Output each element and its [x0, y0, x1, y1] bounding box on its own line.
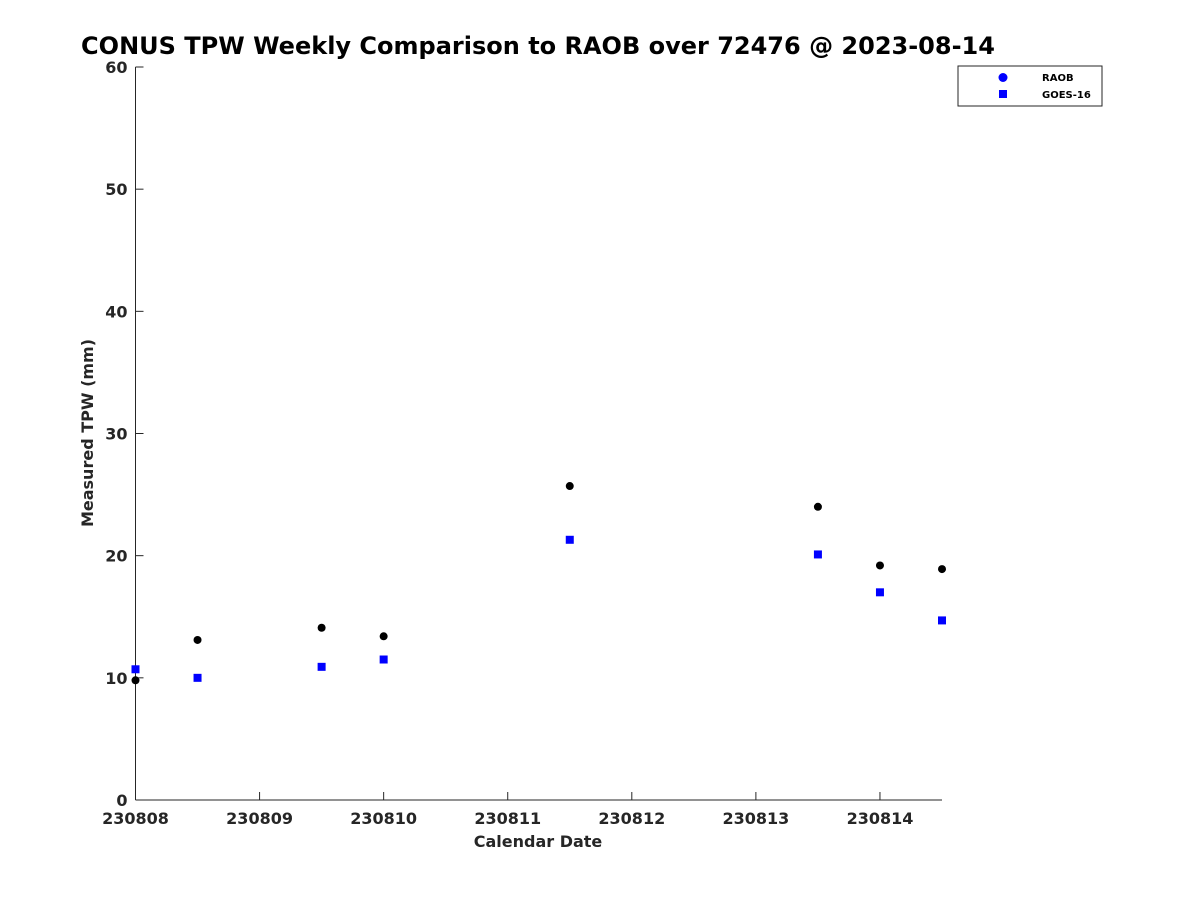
- chart-title: CONUS TPW Weekly Comparison to RAOB over…: [81, 32, 995, 60]
- data-point: [131, 665, 140, 674]
- x-tick-label: 230812: [598, 809, 665, 828]
- y-axis-label: Measured TPW (mm): [78, 339, 97, 527]
- series-goes-16: [131, 535, 946, 682]
- data-point: [875, 588, 884, 597]
- data-point: [938, 565, 946, 574]
- data-point: [565, 482, 574, 491]
- y-tick-label: 60: [105, 58, 127, 77]
- x-tick-label: 230811: [474, 809, 541, 828]
- y-tick-label: 0: [116, 791, 127, 810]
- legend-label-goes-16: GOES-16: [1042, 90, 1091, 101]
- data-point: [317, 662, 326, 671]
- series-raob: [131, 482, 946, 685]
- y-tick-label: 10: [105, 669, 127, 688]
- legend: RAOB GOES-16: [957, 65, 1103, 107]
- y-tick-label: 20: [105, 547, 127, 566]
- legend-marker-raob: [998, 73, 1008, 82]
- y-tick-label: 40: [105, 302, 127, 321]
- y-tick-label: 30: [105, 425, 127, 444]
- x-tick-label: 230809: [226, 809, 293, 828]
- data-point: [813, 502, 822, 511]
- x-axis-ticks: 230808 230809 230810 230811 230812 230813 2308…: [102, 792, 913, 828]
- data-point: [875, 561, 884, 570]
- y-tick-label: 50: [105, 180, 127, 199]
- data-point: [193, 635, 202, 644]
- x-tick-label: 230808: [102, 809, 169, 828]
- legend-box: [957, 65, 1103, 107]
- data-point: [565, 535, 574, 544]
- x-tick-label: 230810: [350, 809, 417, 828]
- y-axis-ticks: 0 10 20 30 40 50 60: [105, 58, 144, 810]
- data-point: [379, 655, 388, 664]
- data-point: [938, 616, 946, 625]
- x-tick-label: 230814: [847, 809, 914, 828]
- legend-marker-goes-16: [999, 90, 1007, 98]
- data-point: [131, 676, 140, 685]
- data-point: [813, 550, 822, 559]
- x-axis-label: Calendar Date: [474, 832, 603, 851]
- plot-marks: [131, 482, 946, 685]
- data-point: [193, 673, 202, 682]
- data-point: [379, 632, 388, 641]
- x-tick-label: 230813: [722, 809, 789, 828]
- data-point: [317, 623, 326, 632]
- legend-label-raob: RAOB: [1042, 73, 1074, 84]
